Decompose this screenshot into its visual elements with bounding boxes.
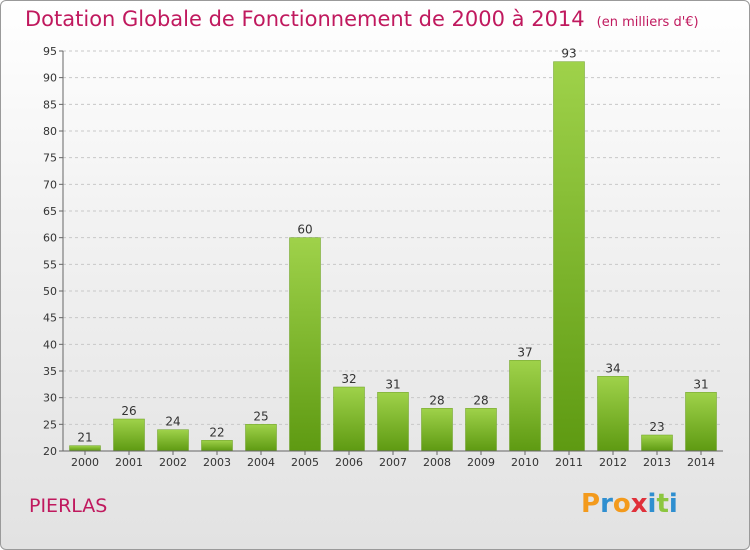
bar (421, 408, 453, 452)
commune-name: PIERLAS (29, 495, 108, 517)
y-tick-label: 35 (43, 365, 57, 378)
bar (553, 61, 585, 452)
data-label: 28 (473, 393, 488, 407)
logo-letter: r (600, 489, 613, 519)
y-tick-label: 25 (43, 418, 57, 431)
bars: 21 26 24 22 25 60 32 31 28 28 37 93 34 23 31 (69, 47, 717, 452)
bar (201, 440, 233, 452)
x-tick-label: 2010 (511, 456, 539, 469)
data-label: 34 (605, 361, 620, 375)
x-tick-label: 2014 (687, 456, 715, 469)
data-label: 31 (693, 377, 708, 391)
y-tick-label: 45 (43, 312, 57, 325)
data-label: 22 (209, 425, 224, 439)
data-label: 25 (253, 409, 268, 423)
x-tick-label: 2003 (203, 456, 231, 469)
y-tick-label: 65 (43, 205, 57, 218)
y-axis-ticks: 20 25 30 35 40 45 50 55 60 65 70 75 80 85 90 95 (43, 45, 63, 458)
logo-letter: P (581, 489, 601, 519)
data-label: 31 (385, 377, 400, 391)
logo-letter: i (647, 489, 657, 519)
bar (333, 386, 365, 452)
y-tick-label: 95 (43, 45, 57, 58)
data-label: 60 (297, 223, 312, 237)
y-tick-label: 55 (43, 258, 57, 271)
logo-letter: t (656, 489, 669, 519)
bar (245, 424, 277, 452)
x-tick-label: 2011 (555, 456, 583, 469)
logo-letter: i (668, 489, 678, 519)
x-axis-ticks: 2000 2001 2002 2003 2004 2005 2006 2007 2008 2009… (71, 451, 715, 469)
data-label: 28 (429, 393, 444, 407)
bar (465, 408, 497, 452)
bar (685, 392, 717, 452)
x-tick-label: 2004 (247, 456, 275, 469)
data-label: 21 (77, 431, 92, 445)
logo-letter: x (630, 489, 648, 519)
x-tick-label: 2006 (335, 456, 363, 469)
x-tick-label: 2012 (599, 456, 627, 469)
y-tick-label: 60 (43, 232, 57, 245)
unit-label: (en milliers d'€) (596, 15, 699, 30)
x-tick-label: 2002 (159, 456, 187, 469)
x-tick-label: 2007 (379, 456, 407, 469)
y-tick-label: 40 (43, 338, 57, 351)
y-tick-label: 90 (43, 72, 57, 85)
x-tick-label: 2001 (115, 456, 143, 469)
chart-title: Dotation Globale de Fonctionnement de 20… (25, 7, 699, 31)
x-tick-label: 2009 (467, 456, 495, 469)
bar (377, 392, 409, 452)
data-label: 26 (121, 404, 136, 418)
y-tick-label: 75 (43, 152, 57, 165)
logo-letter: o (612, 489, 631, 519)
x-tick-label: 2000 (71, 456, 99, 469)
bar (289, 237, 321, 452)
data-label: 23 (649, 420, 664, 434)
x-tick-label: 2005 (291, 456, 319, 469)
data-label: 24 (165, 415, 180, 429)
y-tick-label: 20 (43, 445, 57, 458)
bar (509, 360, 541, 452)
bar (69, 445, 101, 452)
bar (641, 434, 673, 452)
bar (157, 429, 189, 452)
y-tick-label: 70 (43, 178, 57, 191)
y-tick-label: 50 (43, 285, 57, 298)
y-tick-label: 30 (43, 392, 57, 405)
y-tick-label: 85 (43, 98, 57, 111)
bar (113, 418, 145, 452)
proxiti-logo: Proxiti (581, 489, 678, 519)
x-tick-label: 2013 (643, 456, 671, 469)
y-tick-label: 80 (43, 125, 57, 138)
data-label: 93 (561, 47, 576, 61)
data-label: 37 (517, 345, 532, 359)
x-tick-label: 2008 (423, 456, 451, 469)
data-label: 32 (341, 372, 356, 386)
bar (597, 376, 629, 452)
